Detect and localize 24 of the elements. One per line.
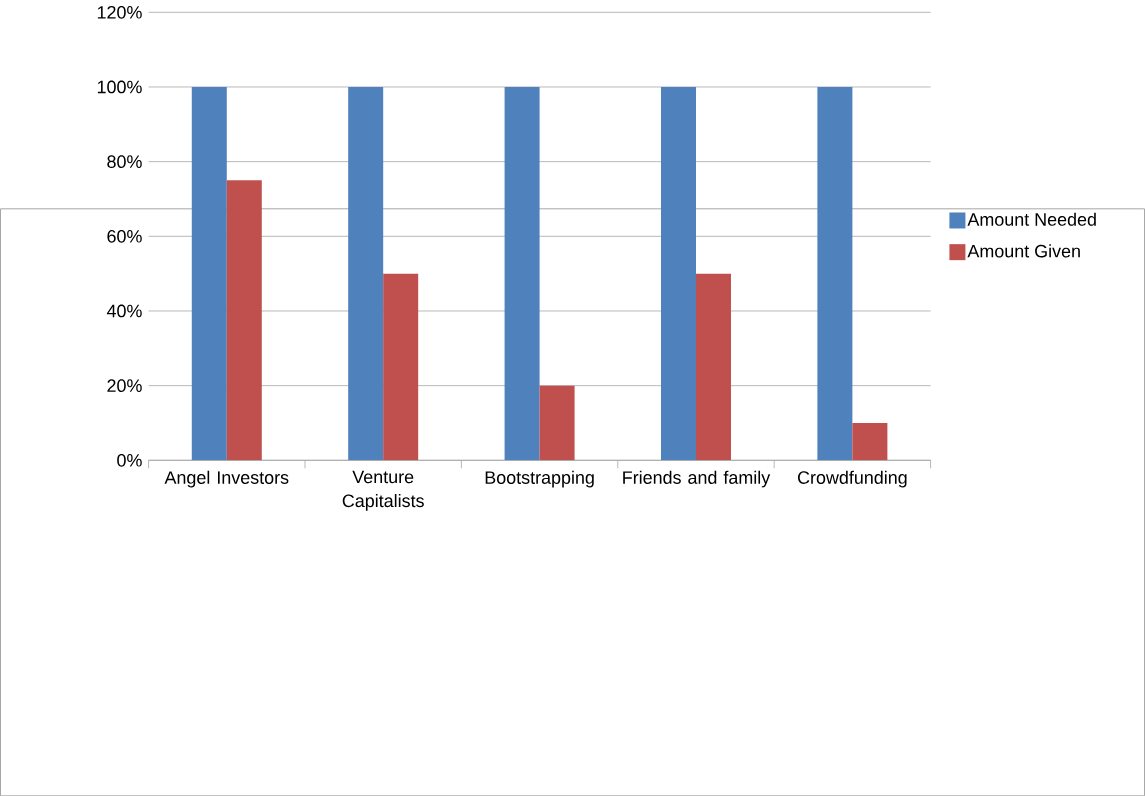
x-tick-label: Angel Investors xyxy=(164,470,289,488)
bar xyxy=(539,385,575,461)
y-tick-label: 60% xyxy=(107,229,142,243)
x-tick-label: Friends and family xyxy=(623,470,771,488)
y-tick-label: 100% xyxy=(97,80,142,94)
bar xyxy=(383,273,419,461)
bar xyxy=(695,273,731,461)
y-tick-label: 80% xyxy=(107,155,142,168)
y-tick-label: 120% xyxy=(97,5,142,19)
y-tick-label: 40% xyxy=(106,304,142,318)
x-tick-label: Venture Capitalists xyxy=(342,470,424,511)
x-tick-label: Crowdfunding xyxy=(797,470,907,488)
legend-label: Amount Needed xyxy=(967,212,1096,226)
legend-label: Amount Given xyxy=(967,244,1080,258)
y-tick-label: 20% xyxy=(107,379,142,392)
x-tick-label: Bootstrapping xyxy=(485,470,594,488)
bar xyxy=(348,86,384,461)
y-tick-label: 0% xyxy=(117,453,142,467)
bar xyxy=(660,86,696,461)
bar xyxy=(504,86,540,461)
bar xyxy=(226,180,262,461)
bar xyxy=(852,422,888,461)
bar xyxy=(817,86,853,461)
bar xyxy=(191,86,227,461)
